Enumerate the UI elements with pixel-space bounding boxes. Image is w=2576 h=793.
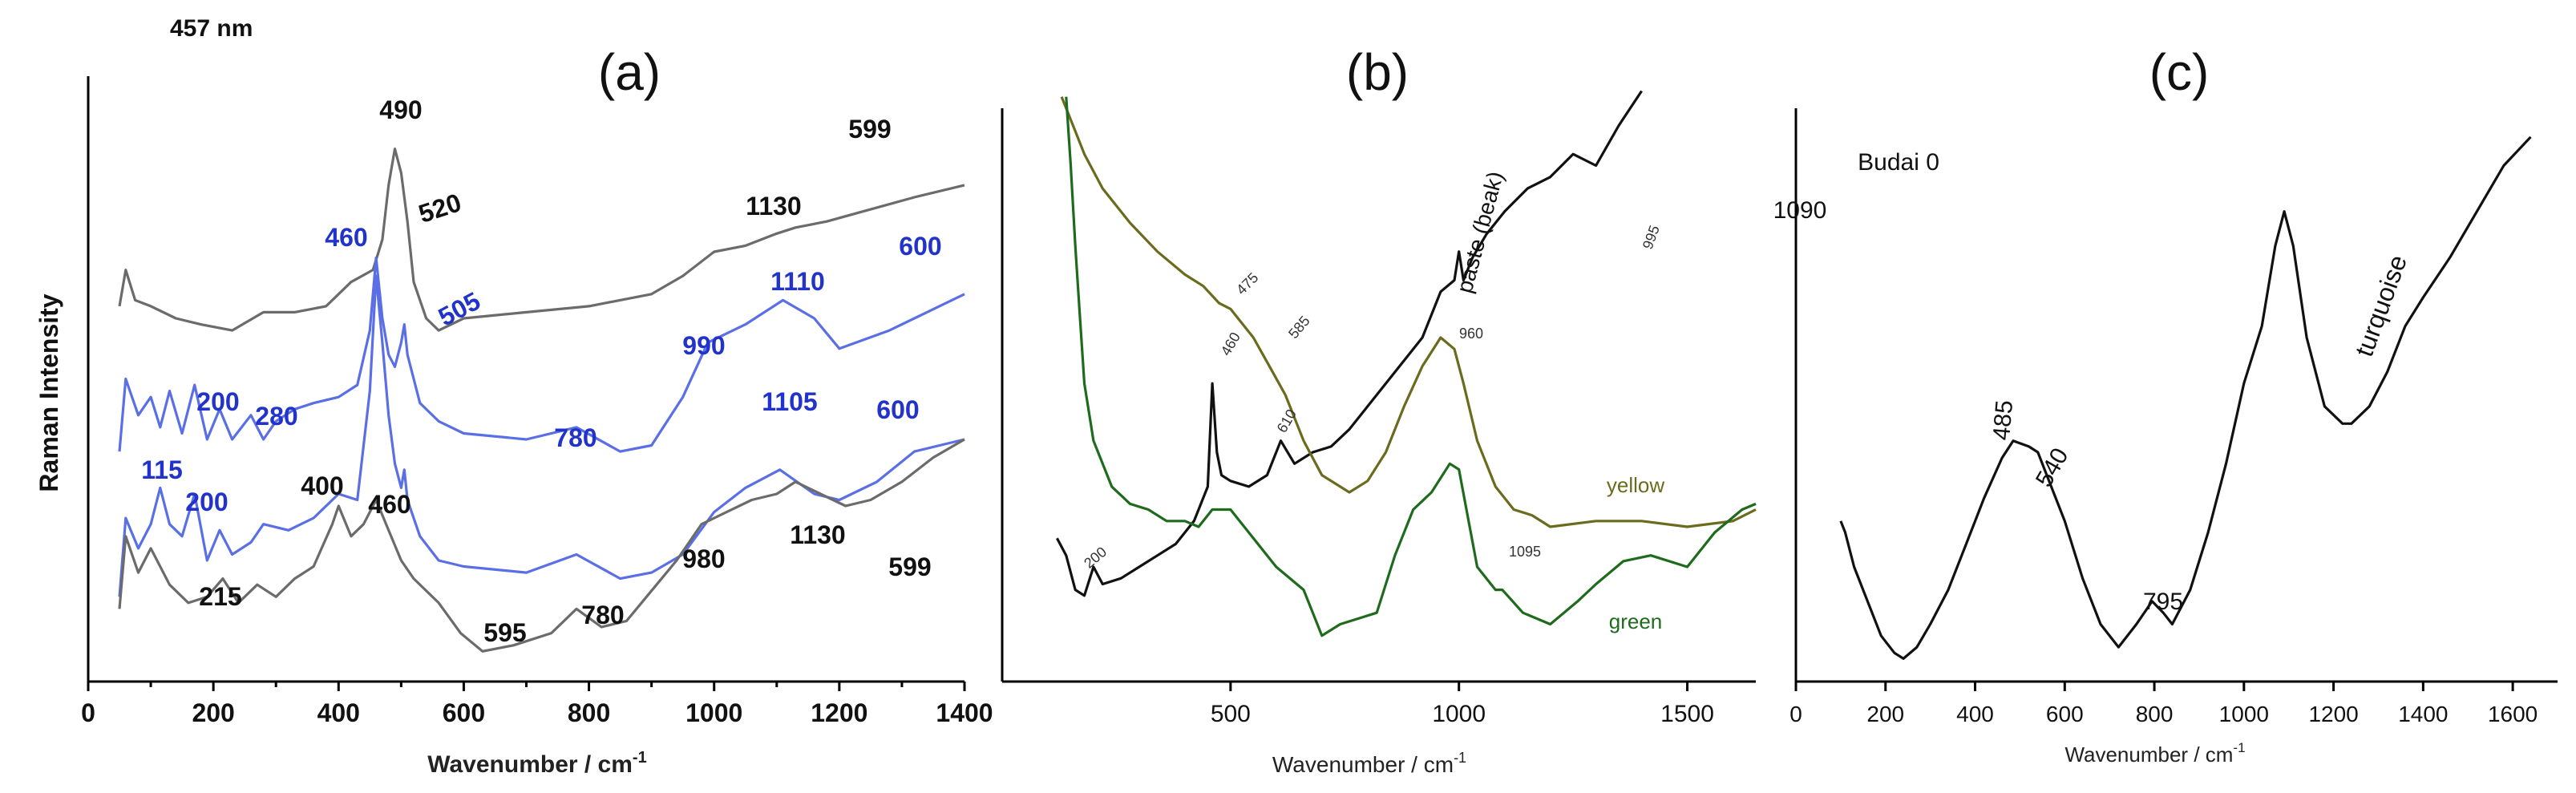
annotation-a: 780 xyxy=(581,601,624,629)
annotation-b: 960 xyxy=(1459,326,1483,342)
annotation-a: 505 xyxy=(434,286,485,332)
annotation-a: 980 xyxy=(682,544,725,573)
annotation-b: green xyxy=(1609,609,1663,633)
annotation-a: 1130 xyxy=(746,192,801,221)
annotation-b: 200 xyxy=(1081,544,1110,572)
annotation-a: 400 xyxy=(301,471,343,500)
annotation-b: 475 xyxy=(1233,269,1261,297)
panel-b: 500 1000 1500 (b) Wavenumber / cm-1 paste (be… xyxy=(1001,43,1757,777)
annotation-b: 585 xyxy=(1285,313,1313,342)
annotation-c: 485 xyxy=(1988,399,2018,442)
x-tick-label-a: 400 xyxy=(317,698,360,727)
x-tick-label-c: 0 xyxy=(1789,702,1802,726)
annotation-b: paste (beak) xyxy=(1452,168,1508,295)
x-tick-label-c: 200 xyxy=(1866,702,1904,726)
annotation-a: 599 xyxy=(848,115,891,144)
annotation-a: 200 xyxy=(185,488,228,516)
x-tick-label-a: 1200 xyxy=(811,698,867,727)
x-axis-label-c: Wavenumber / cm-1 xyxy=(2064,740,2245,767)
panel-title-b: (b) xyxy=(1346,43,1409,101)
annotation-a: 460 xyxy=(368,490,410,519)
panel-title-a: (a) xyxy=(598,43,661,101)
x-tick-label-b: 1500 xyxy=(1660,701,1714,727)
annotation-c: Budai 0 xyxy=(1858,149,1939,176)
annotation-a: 600 xyxy=(876,395,919,424)
annotation-c: 1090 xyxy=(1773,197,1827,224)
annotation-b: 1095 xyxy=(1509,544,1541,560)
annotation-c: 795 xyxy=(2143,589,2183,615)
series-line-a-bottom-grey xyxy=(118,438,965,653)
annotation-a: 990 xyxy=(682,331,725,360)
annotation-b: 610 xyxy=(1274,407,1300,435)
annotation-a: 780 xyxy=(554,423,596,452)
series-line-b-green xyxy=(1065,96,1757,637)
x-axis-label-b: Wavenumber / cm-1 xyxy=(1272,750,1466,777)
x-tick-label-c: 400 xyxy=(1956,702,1994,726)
annotation-a: 200 xyxy=(196,387,239,416)
annotation-a: 115 xyxy=(141,455,183,484)
annotation-a: 280 xyxy=(255,402,297,431)
annotation-a: 215 xyxy=(199,582,241,611)
annotation-a: 1130 xyxy=(790,520,845,549)
panel-c: 0 200 400 600 800 1000 1200 1400 1600 (c) Wavenumb… xyxy=(1773,43,2558,767)
x-axis-label-a: Wavenumber / cm-1 xyxy=(427,749,646,778)
series-line-c-turquoise xyxy=(1839,136,2532,661)
annotation-a: 1105 xyxy=(762,387,817,416)
panel-a: 0 200 400 600 800 1000 1200 1400 (a) Wavenumber /… xyxy=(34,15,993,778)
x-tick-label-c: 1400 xyxy=(2398,702,2448,726)
annotation-b: 460 xyxy=(1218,330,1244,358)
annotation-a: 600 xyxy=(899,232,941,261)
x-tick-label-b: 1000 xyxy=(1432,701,1486,727)
x-tick-label-a: 0 xyxy=(81,698,95,727)
x-tick-label-c: 1200 xyxy=(2308,702,2358,726)
annotation-a: 460 xyxy=(325,223,367,252)
annotation-a: 490 xyxy=(379,95,422,124)
series-line-a-lower-blue xyxy=(118,274,965,597)
annotation-a: 595 xyxy=(483,618,526,647)
excitation-header: 457 nm xyxy=(170,15,253,42)
annotation-a: 520 xyxy=(415,188,465,229)
panel-title-c: (c) xyxy=(2149,43,2210,101)
x-tick-label-a: 200 xyxy=(192,698,234,727)
series-line-a-upper-blue xyxy=(118,256,965,453)
annotation-a: 1110 xyxy=(770,267,825,296)
x-tick-label-c: 1000 xyxy=(2219,702,2269,726)
x-tick-label-b: 500 xyxy=(1211,701,1251,727)
y-axis-label-a: Raman Intensity xyxy=(34,293,63,492)
x-tick-label-c: 1600 xyxy=(2488,702,2538,726)
annotation-b: 995 xyxy=(1640,223,1663,251)
annotation-b: yellow xyxy=(1607,473,1664,497)
annotation-c: turquoise xyxy=(2349,251,2412,360)
x-tick-label-c: 600 xyxy=(2046,702,2084,726)
series-line-b-yellow xyxy=(1060,96,1757,528)
x-tick-label-c: 800 xyxy=(2136,702,2174,726)
x-tick-label-a: 1000 xyxy=(685,698,742,727)
x-tick-label-a: 800 xyxy=(568,698,610,727)
x-tick-label-a: 600 xyxy=(443,698,485,727)
series-line-a-top-grey xyxy=(118,148,965,332)
annotation-a: 599 xyxy=(888,552,931,581)
series-line-b-paste-beak- xyxy=(1055,90,1643,597)
x-tick-label-a: 1400 xyxy=(936,698,993,727)
